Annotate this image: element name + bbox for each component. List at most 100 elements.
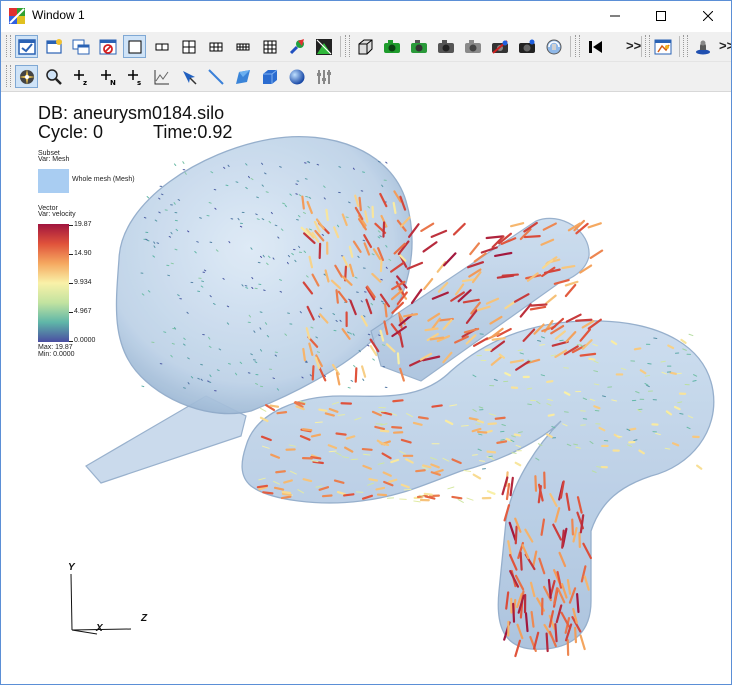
velocity-arrow [421,466,429,470]
velocity-arrow [540,336,546,339]
velocity-arrow [470,301,481,315]
box-tool-button[interactable] [258,65,281,88]
velocity-arrow [287,254,291,258]
velocity-arrow [490,355,503,366]
sphere-tool-button[interactable] [285,65,308,88]
annotation-button[interactable] [651,35,674,58]
toolbar-grip[interactable] [683,35,688,57]
velocity-arrow [554,330,566,340]
toolbar-grip[interactable] [6,35,11,57]
velocity-arrow [505,591,510,610]
navigate-mode-button[interactable] [15,65,38,88]
animation-reverse-button[interactable] [583,35,606,58]
layout-2x4-icon [236,43,249,50]
camera-green-button[interactable] [380,35,403,58]
velocity-arrow [565,313,582,323]
more-toolbar-button-2[interactable]: >> [719,38,731,53]
line-tool-button[interactable] [204,65,227,88]
velocity-arrow [315,485,323,488]
velocity-arrow [545,294,557,305]
new-window-button[interactable] [42,35,65,58]
undo-view-button[interactable] [488,35,511,58]
toolbar-grip[interactable] [345,35,350,57]
layout-3x3-button[interactable] [258,35,281,58]
velocity-arrow [344,446,354,453]
velocity-arrow [277,236,280,239]
plane-tool-button[interactable] [231,65,254,88]
spreadsheet-pick-button[interactable]: s [123,65,146,88]
layout-1x2-button[interactable] [150,35,173,58]
velocity-arrow [270,453,281,459]
velocity-arrow [170,262,174,265]
toggle-active-window-button[interactable] [15,35,38,58]
aneurysm-sac [115,136,413,415]
velocity-arrow [426,332,439,342]
node-pick-button[interactable]: N [96,65,119,88]
pick-tool-button[interactable] [285,35,308,58]
colorbar-tick-mark [69,254,73,255]
toolbar-grip[interactable] [6,65,11,87]
axis-restriction-button[interactable] [312,65,335,88]
curve-zoom-button[interactable] [150,65,173,88]
title-bar[interactable]: Window 1 [1,1,731,31]
velocity-arrow [399,450,406,455]
axis-z-label: Z [141,613,148,624]
velocity-arrow [328,450,337,453]
reset-view-button[interactable] [353,35,376,58]
velocity-arrow [491,327,504,338]
velocity-arrow [331,401,340,405]
velocity-arrow [321,234,325,236]
velocity-arrow [323,374,326,377]
velocity-arrow [554,507,561,523]
lineout-mode-button[interactable] [177,65,200,88]
render-viewport[interactable]: DB: aneurysm0184.silo Cycle: 0 Time:0.92… [1,92,731,684]
spin-button[interactable] [542,35,565,58]
layout-2x2-button[interactable] [177,35,200,58]
layout-2x3-button[interactable] [204,35,227,58]
velocity-arrow [338,166,342,168]
delete-window-button[interactable] [96,35,119,58]
velocity-arrow [302,281,314,295]
velocity-arrow [299,435,311,441]
velocity-arrow [174,248,178,251]
layout-2x3-icon [209,42,222,51]
velocity-arrow [566,578,572,595]
velocity-arrow [550,354,556,357]
clone-window-button[interactable] [69,35,92,58]
toolbar-grip[interactable] [575,35,580,57]
lineout-button[interactable] [312,35,335,58]
velocity-arrow [361,494,374,500]
velocity-arrow [517,594,525,614]
velocity-arrow [371,410,382,417]
velocity-arrow [325,208,329,222]
colorbar-tick-mark [69,225,73,226]
camera-dark-button[interactable] [515,35,538,58]
layout-1x1-button[interactable] [123,35,146,58]
svg-text:z: z [83,79,87,86]
zoom-mode-button[interactable] [42,65,65,88]
velocity-arrow [424,495,436,500]
layout-2x4-button[interactable] [231,35,254,58]
velocity-arrow [274,224,278,227]
velocity-arrow [226,322,230,325]
velocity-arrow [671,442,680,447]
zone-pick-button[interactable]: z [69,65,92,88]
lock-view-button[interactable] [691,35,714,58]
velocity-arrow [369,338,380,353]
velocity-arrow [208,345,212,348]
velocity-arrow [552,523,562,541]
camera-choose-view-button[interactable] [434,35,457,58]
camera-save-view-button[interactable] [407,35,430,58]
minimize-button[interactable] [592,1,638,31]
camera-gray-button[interactable] [461,35,484,58]
maximize-button[interactable] [638,1,684,31]
close-button[interactable] [685,1,731,31]
velocity-arrow [382,471,392,477]
velocity-arrow [587,318,602,330]
toolbar-grip[interactable] [645,35,650,57]
axis-x-label: X [96,623,103,634]
velocity-arrow [380,423,388,426]
colorbar-tick-label: 14.90 [74,250,92,257]
more-toolbar-button[interactable]: >> [626,38,642,53]
velocity-arrow [190,376,194,379]
